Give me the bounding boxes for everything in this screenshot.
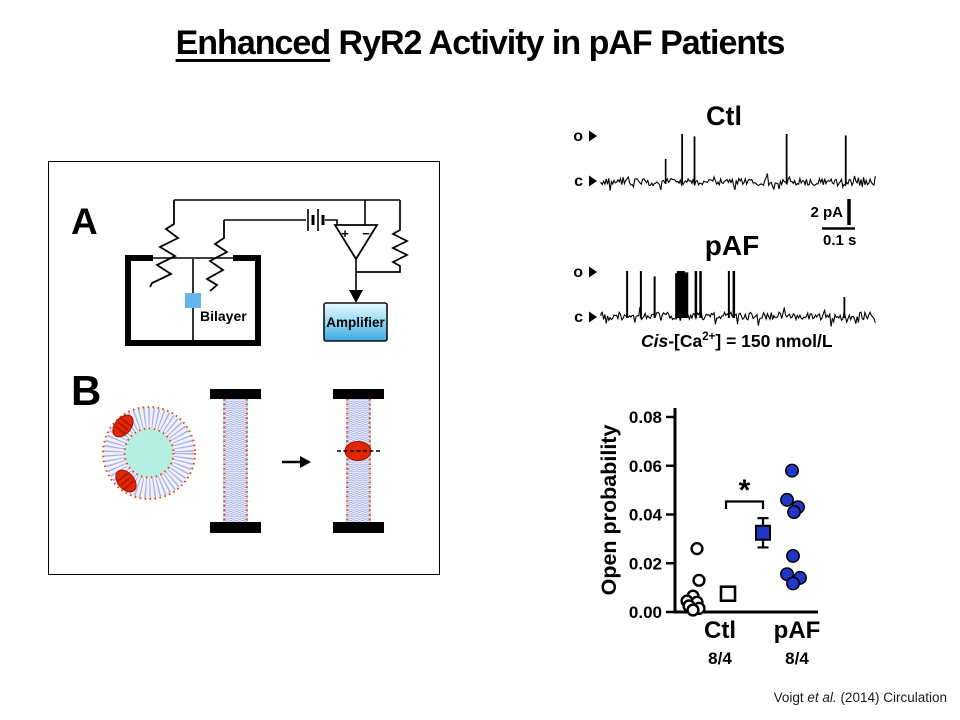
opamp-plus-label: + <box>341 226 349 241</box>
battery-icon <box>307 209 325 231</box>
page-title: Enhanced RyR2 Activity in pAF Patients <box>0 24 960 63</box>
data-points <box>680 463 807 617</box>
triangle-right-icon <box>589 175 597 187</box>
electrode-right <box>205 220 229 292</box>
caption-end: ] = 150 nmol/L <box>715 331 832 351</box>
ctl-trace-label: Ctl <box>706 101 742 131</box>
triangle-right-icon <box>589 130 597 142</box>
paf-trace-label: pAF <box>705 230 759 261</box>
mean-marker <box>719 585 737 603</box>
bilayer-square <box>185 293 201 308</box>
ctl-current-trace <box>600 173 876 191</box>
wire <box>224 219 338 225</box>
data-point <box>785 463 799 478</box>
apparatus-figure: A + − Amplifier Bilayer B <box>71 199 409 533</box>
scale-bars: 2 pA 0.1 s <box>810 199 856 249</box>
y-tick-label: 0.00 <box>629 603 662 622</box>
y-axis-label: Open probability <box>600 425 621 596</box>
group-label: Ctl <box>704 617 736 644</box>
citation-rest: (2014) Circulation <box>836 690 947 705</box>
ctl-trace-openings <box>664 134 847 184</box>
data-point <box>787 505 801 520</box>
panel-b-label: B <box>71 367 101 414</box>
caption-cis: Cis <box>641 331 669 351</box>
data-point <box>686 603 700 617</box>
data-point <box>692 573 706 587</box>
x-axis-labels: Ctl 8/4 pAF 8/4 <box>704 617 820 668</box>
citation-etal: et al. <box>807 690 837 705</box>
y-axis-ticks: 0.00 0.02 0.04 0.06 0.08 <box>629 408 674 622</box>
bilayer-membrane-1 <box>210 389 261 533</box>
triangle-right-icon <box>589 311 597 323</box>
data-point <box>780 492 794 507</box>
fusion-arrow-icon <box>282 456 311 468</box>
traces-figure: Ctl o c 2 pA 0.1 s pAF o c Cis-[Ca2+] = … <box>573 101 876 351</box>
significance-bracket <box>724 500 765 509</box>
y-tick-label: 0.08 <box>629 408 662 427</box>
electrode-left <box>149 200 180 288</box>
citation-authors: Voigt <box>773 690 808 705</box>
amplifier-box <box>323 302 388 342</box>
caption-mid: -[Ca <box>668 331 702 351</box>
scatter-plot: Open probability 0.000.020.040.060.08 * … <box>597 408 820 668</box>
title-rest: RyR2 Activity in pAF Patients <box>330 24 786 62</box>
amplifier-label: Amplifier <box>326 315 385 330</box>
paf-trace-openings <box>626 271 846 318</box>
time-scale-label: 0.1 s <box>823 232 856 249</box>
panel-a-label: A <box>71 201 98 242</box>
opamp-minus-label: − <box>362 226 370 241</box>
opamp-icon <box>333 224 379 261</box>
y-tick-label: 0.04 <box>629 506 663 525</box>
closed-level-marker: c <box>574 173 583 190</box>
open-level-marker: o <box>573 264 583 281</box>
group-n-label: 8/4 <box>708 649 732 668</box>
mean-marker <box>755 524 771 541</box>
data-point <box>690 542 704 556</box>
single-channel-traces: Ctl o c 2 pA 0.1 s pAF o c Cis-[Ca2+] = … <box>545 95 880 360</box>
channel-protein-icon <box>112 414 134 438</box>
bilayer-label: Bilayer <box>200 308 247 324</box>
significance-asterisk: * <box>739 474 751 507</box>
apparatus-figure-box: A + − Amplifier Bilayer B <box>48 161 440 575</box>
caption-superscript: 2+ <box>702 331 715 343</box>
feedback-resistor <box>356 200 409 273</box>
bilayer-membrane-2 <box>333 389 384 533</box>
data-point <box>786 548 800 563</box>
current-scale-label: 2 pA <box>810 204 843 221</box>
y-tick-label: 0.06 <box>629 457 662 476</box>
citation: Voigt et al. (2014) Circulation <box>774 690 947 705</box>
arrow-down-icon <box>349 290 363 303</box>
liposome <box>102 406 196 500</box>
y-tick-label: 0.02 <box>629 554 662 573</box>
closed-level-marker: c <box>574 309 583 326</box>
bilayer-chamber <box>125 255 261 346</box>
title-underlined-word: Enhanced <box>175 24 331 62</box>
group-label: pAF <box>774 617 821 644</box>
circuit-diagram <box>149 199 409 292</box>
open-probability-chart: Open probability 0.00 0.02 0.04 0.06 0.08 * … <box>597 390 885 685</box>
paf-current-trace <box>600 306 876 327</box>
data-point <box>786 576 800 591</box>
calcium-condition-caption: Cis-[Ca2+] = 150 nmol/L <box>641 331 833 351</box>
group-n-label: 8/4 <box>785 649 809 668</box>
triangle-right-icon <box>589 266 597 278</box>
open-level-marker: o <box>573 128 583 145</box>
channel-protein-icon <box>115 469 137 493</box>
